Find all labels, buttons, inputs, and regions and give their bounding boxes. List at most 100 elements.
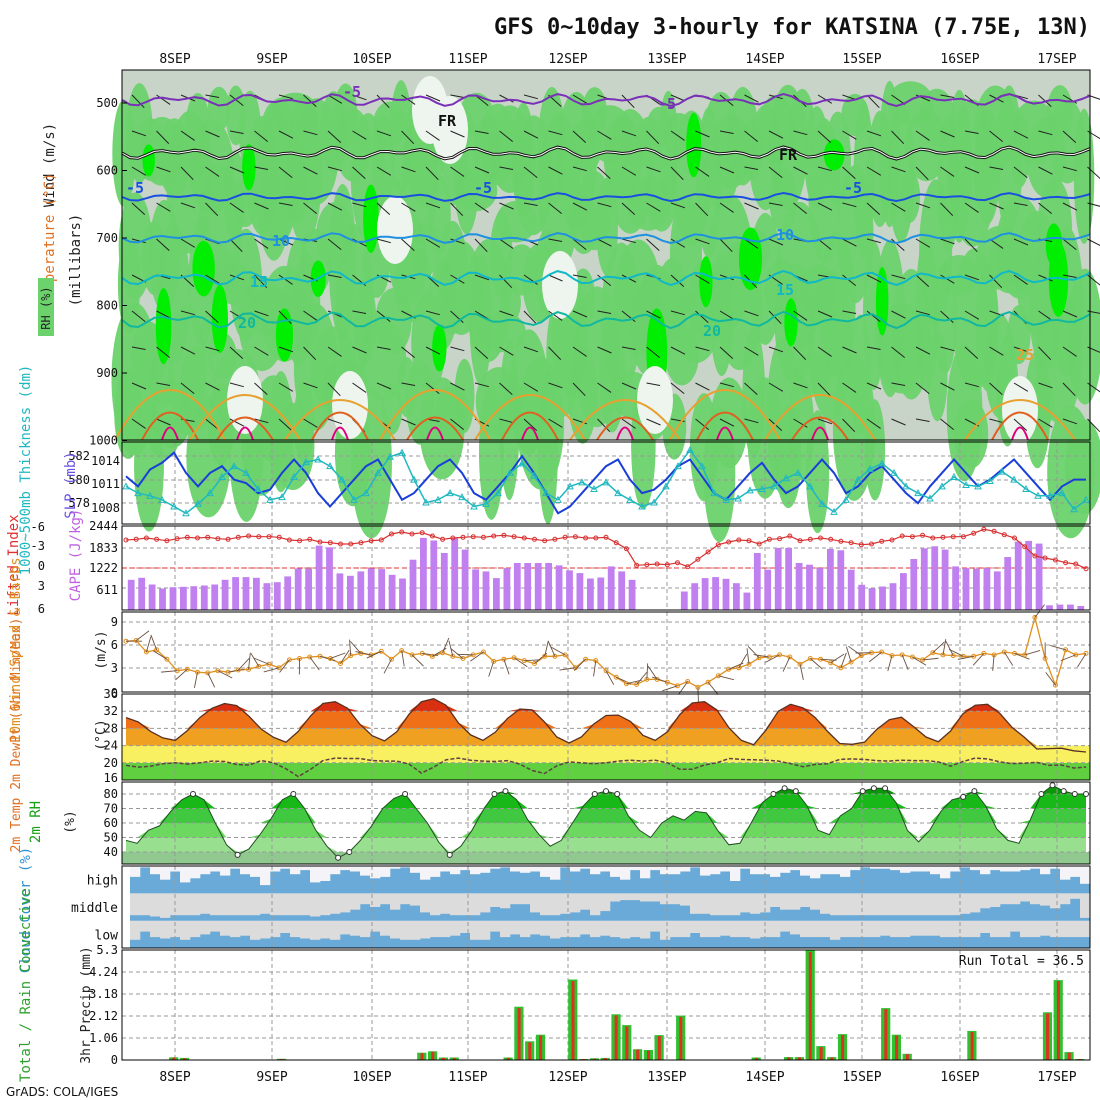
wind-speed-point <box>532 661 537 666</box>
wind-barb <box>470 651 484 662</box>
lifted-index-point <box>818 535 823 541</box>
date-axes: 8SEP 8SEP 9SEP 9SEP 10SEP 10SEP 11SEP 11SEP 12SE… <box>159 52 1076 1085</box>
wind-barb <box>303 202 318 214</box>
cloud-low-gap <box>1050 920 1061 938</box>
precip-tick: 3.18 <box>89 987 118 1001</box>
cape-bar <box>472 569 479 610</box>
wind-barb <box>180 346 196 355</box>
wind-barb <box>278 94 293 100</box>
wind-barb <box>131 346 146 351</box>
cloud-middle-gap <box>1080 893 1091 918</box>
isotherm-25 <box>189 394 301 441</box>
precip-convective-bar <box>647 1050 650 1060</box>
lifted-index-point <box>389 531 394 537</box>
cloud-high-gap <box>1050 866 1061 869</box>
date-label-bottom: 8SEP <box>159 1070 190 1085</box>
wind-barb <box>891 310 906 319</box>
rh-high-fill <box>1045 223 1063 266</box>
lifted-index-point <box>572 534 578 540</box>
cape-bar <box>127 579 135 610</box>
cloud-high-gap <box>630 866 641 871</box>
wind-barb <box>544 640 549 657</box>
cloud-high-gap <box>350 866 361 872</box>
cloud-low-gap <box>170 920 181 938</box>
precip-convective-bar <box>798 1057 801 1060</box>
cloud-high-gap <box>970 866 981 871</box>
rh-extreme-point <box>335 854 342 861</box>
thickness-point <box>398 448 406 456</box>
thickness-point <box>746 486 754 494</box>
wind-barb <box>327 94 343 104</box>
cloud-high-gap <box>470 866 481 875</box>
cape-bar <box>305 568 312 610</box>
lifted-index-point <box>869 541 874 547</box>
wind-barb <box>670 310 685 316</box>
wind-barb <box>180 202 196 209</box>
lifted-index-tick: -3 <box>31 539 45 553</box>
wind-barb <box>848 645 862 656</box>
wind-barb <box>156 130 170 145</box>
wind-barb <box>707 681 719 695</box>
rh-contour-fill <box>710 377 748 469</box>
cape-bar <box>367 568 375 610</box>
rh-extreme-point <box>770 791 777 797</box>
wind-barb <box>278 274 293 285</box>
wind-barb <box>670 382 685 394</box>
wind-barb <box>205 130 220 138</box>
cape-bar <box>169 587 177 610</box>
contour-label: 15 <box>250 273 268 291</box>
rh-extreme-point <box>971 788 978 795</box>
wind-barb <box>548 238 563 243</box>
wind-barb <box>793 202 808 214</box>
cloud-middle-gap <box>330 893 341 914</box>
precip-convective-bar <box>593 1058 597 1060</box>
isotherm-15 <box>121 269 1091 287</box>
cloud-high-gap <box>480 866 491 873</box>
wind-barb <box>1003 651 1014 666</box>
lifted-index-point <box>664 562 670 568</box>
contour-label: 25 <box>1016 346 1034 364</box>
thickness-point <box>614 489 622 497</box>
cloud-middle-gap <box>720 893 731 916</box>
cloud-middle-gap <box>650 893 661 902</box>
wind-barb <box>193 672 198 688</box>
wind-speed-point <box>542 653 548 659</box>
wind-barb <box>817 166 832 172</box>
isotherm-30 <box>141 411 199 441</box>
thickness-point <box>206 489 214 497</box>
wind-barb <box>1013 202 1028 207</box>
thickness-point <box>518 459 526 467</box>
wind-barb <box>1013 130 1029 139</box>
thickness-point <box>254 485 262 493</box>
cloud-low-gap <box>630 920 641 938</box>
lifted-index-point <box>603 534 609 540</box>
cape-bar <box>993 571 1001 610</box>
wind-barb <box>131 238 146 244</box>
wind-barb <box>254 382 268 396</box>
wind-barb <box>425 310 440 316</box>
rh-high-fill <box>686 112 702 178</box>
thickness-point <box>758 485 766 493</box>
cloud-middle-gap <box>920 893 931 916</box>
wind-barb <box>891 274 906 280</box>
wind-barb <box>746 648 750 665</box>
wind-barb <box>425 382 440 394</box>
wind-speed-point <box>562 652 568 658</box>
wind-barb <box>621 166 637 176</box>
cape-bar <box>482 571 490 610</box>
wind-barb <box>205 346 220 352</box>
wind-barb <box>719 382 734 388</box>
lifted-index-tick: -6 <box>31 520 45 534</box>
cloud-low-gap <box>480 920 491 940</box>
wind-barb <box>768 166 783 178</box>
wind-speed-point <box>491 658 497 664</box>
cloud-middle-gap <box>510 893 521 905</box>
precip-convective-bar <box>636 1049 640 1060</box>
thickness-point <box>650 498 658 506</box>
wind-barb <box>309 656 320 671</box>
thickness-point <box>194 499 202 507</box>
wind-speed-point <box>1001 649 1007 655</box>
lifted-index-point <box>184 534 190 540</box>
cloud-low-gap <box>990 920 1001 938</box>
